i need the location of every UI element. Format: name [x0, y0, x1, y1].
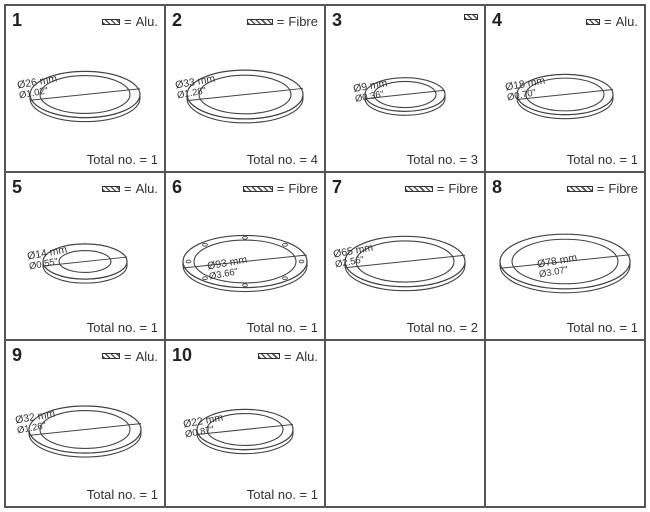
total-value: 1 — [151, 320, 158, 335]
material-swatch-icon — [102, 186, 120, 192]
cell-number: 5 — [12, 177, 22, 198]
cell-number: 10 — [172, 345, 192, 366]
total-count: Total no. = 1 — [87, 487, 158, 502]
total-value: 1 — [151, 152, 158, 167]
total-value: 1 — [631, 320, 638, 335]
total-value: 1 — [631, 152, 638, 167]
material-swatch-icon — [258, 353, 280, 359]
empty-cell — [325, 340, 485, 507]
total-count: Total no. = 1 — [87, 320, 158, 335]
material-swatch-icon — [586, 19, 600, 25]
material-swatch-icon — [243, 186, 273, 192]
material-name: Alu. — [616, 14, 638, 29]
cell-number: 7 — [332, 177, 342, 198]
total-prefix: Total no. = — [247, 487, 311, 502]
material-swatch-icon — [405, 186, 433, 192]
total-count: Total no. = 3 — [407, 152, 478, 167]
cell-number: 4 — [492, 10, 502, 31]
material-swatch-icon — [102, 353, 120, 359]
total-prefix: Total no. = — [87, 152, 151, 167]
washer-cell: 5= Alu. Ø14 mmØ0.55"Total no. = 1 — [5, 172, 165, 339]
total-value: 1 — [311, 320, 318, 335]
washer-cell: 2= Fibre Ø33 mmØ1.28"Total no. = 4 — [165, 5, 325, 172]
cell-number: 3 — [332, 10, 342, 31]
material-name: Fibre — [448, 181, 478, 196]
material-label: = Alu. — [586, 14, 638, 29]
material-label: = Alu. — [258, 349, 318, 364]
material-prefix: = — [597, 181, 605, 196]
washer-cell: 7= Fibre Ø65 mmØ2.56"Total no. = 2 — [325, 172, 485, 339]
total-count: Total no. = 2 — [407, 320, 478, 335]
material-label: = Fibre — [243, 181, 318, 196]
material-swatch-icon — [247, 19, 273, 25]
cell-number: 2 — [172, 10, 182, 31]
cell-number: 8 — [492, 177, 502, 198]
total-prefix: Total no. = — [247, 320, 311, 335]
total-value: 3 — [471, 152, 478, 167]
cell-number: 1 — [12, 10, 22, 31]
total-value: 1 — [311, 487, 318, 502]
washer-cell: 3 Ø9 mmØ0.36"Total no. = 3 — [325, 5, 485, 172]
material-name: Fibre — [608, 181, 638, 196]
washer-cell: 1= Alu. Ø26 mmØ1.02"Total no. = 1 — [5, 5, 165, 172]
material-name: Alu. — [136, 181, 158, 196]
washer-cell: 9= Alu. Ø32 mmØ1.26"Total no. = 1 — [5, 340, 165, 507]
empty-cell — [485, 340, 645, 507]
total-value: 1 — [151, 487, 158, 502]
material-name: Fibre — [288, 14, 318, 29]
material-label: = Fibre — [567, 181, 638, 196]
total-prefix: Total no. = — [407, 320, 471, 335]
material-label: = Alu. — [102, 349, 158, 364]
washer-grid: 1= Alu. Ø26 mmØ1.02"Total no. = 12= Fibr… — [4, 4, 646, 508]
material-label — [464, 14, 478, 20]
material-prefix: = — [124, 181, 132, 196]
material-swatch-icon — [567, 186, 593, 192]
material-name: Alu. — [136, 14, 158, 29]
total-count: Total no. = 1 — [567, 320, 638, 335]
washer-cell: 8= Fibre Ø78 mmØ3.07"Total no. = 1 — [485, 172, 645, 339]
washer-cell: 10= Alu. Ø22 mmØ0.87"Total no. = 1 — [165, 340, 325, 507]
material-prefix: = — [437, 181, 445, 196]
total-prefix: Total no. = — [567, 152, 631, 167]
total-prefix: Total no. = — [407, 152, 471, 167]
total-value: 2 — [471, 320, 478, 335]
total-count: Total no. = 1 — [87, 152, 158, 167]
total-prefix: Total no. = — [87, 487, 151, 502]
material-swatch-icon — [464, 14, 478, 20]
material-label: = Alu. — [102, 14, 158, 29]
material-label: = Alu. — [102, 181, 158, 196]
material-label: = Fibre — [405, 181, 478, 196]
material-name: Alu. — [136, 349, 158, 364]
material-prefix: = — [124, 14, 132, 29]
total-prefix: Total no. = — [567, 320, 631, 335]
material-prefix: = — [124, 349, 132, 364]
material-swatch-icon — [102, 19, 120, 25]
total-count: Total no. = 1 — [247, 487, 318, 502]
material-prefix: = — [284, 349, 292, 364]
material-label: = Fibre — [247, 14, 318, 29]
material-prefix: = — [604, 14, 612, 29]
total-count: Total no. = 4 — [247, 152, 318, 167]
total-prefix: Total no. = — [247, 152, 311, 167]
total-count: Total no. = 1 — [247, 320, 318, 335]
total-prefix: Total no. = — [87, 320, 151, 335]
cell-number: 6 — [172, 177, 182, 198]
material-prefix: = — [277, 181, 285, 196]
material-name: Alu. — [296, 349, 318, 364]
material-prefix: = — [277, 14, 285, 29]
cell-number: 9 — [12, 345, 22, 366]
washer-cell: 4= Alu. Ø18 mmØ0.70"Total no. = 1 — [485, 5, 645, 172]
total-count: Total no. = 1 — [567, 152, 638, 167]
material-name: Fibre — [288, 181, 318, 196]
washer-cell: 6= Fibre Ø93 mmØ3.66"Total no. = 1 — [165, 172, 325, 339]
total-value: 4 — [311, 152, 318, 167]
